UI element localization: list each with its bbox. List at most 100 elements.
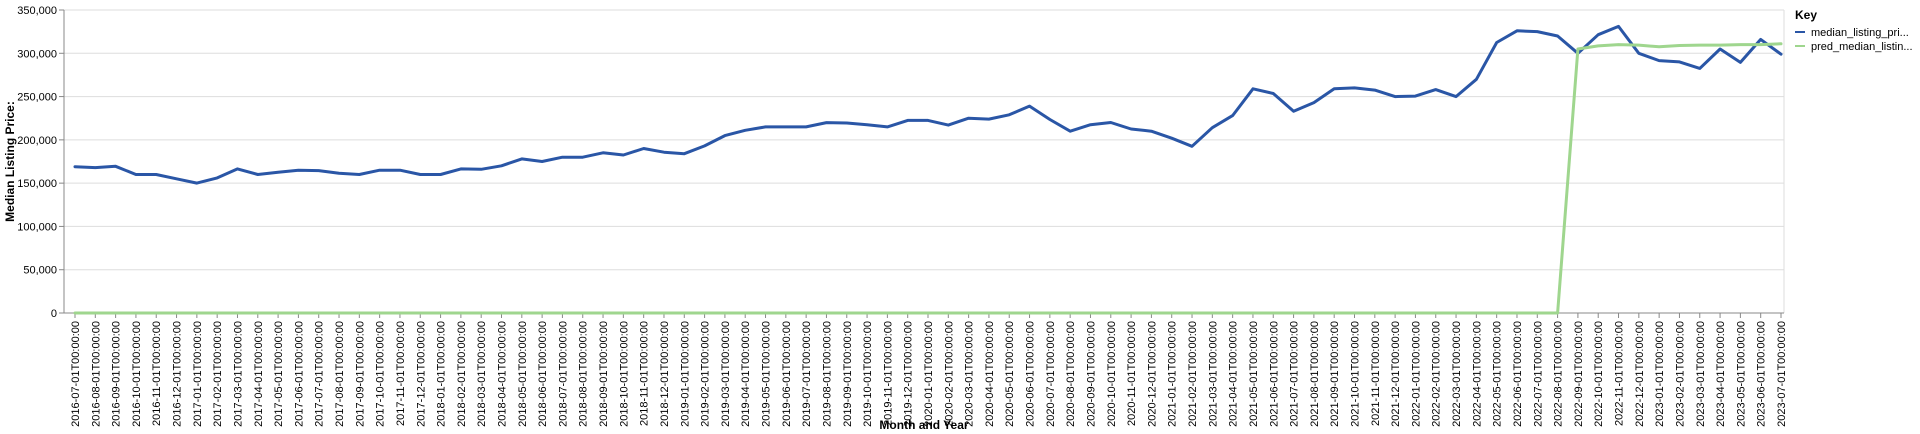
x-tick-label: 2019-01-01T00:00:00: [679, 321, 691, 427]
x-tick-label: 2017-11-01T00:00:00: [395, 321, 407, 426]
x-tick-label: 2021-04-01T00:00:00: [1228, 321, 1240, 427]
x-tick-label: 2021-12-01T00:00:00: [1390, 321, 1402, 427]
x-tick-label: 2018-02-01T00:00:00: [456, 321, 468, 427]
x-tick-label: 2019-12-01T00:00:00: [903, 321, 915, 427]
legend-label: pred_median_listin...: [1811, 41, 1913, 53]
x-tick-label: 2016-09-01T00:00:00: [111, 321, 123, 427]
legend: Key median_listing_pri... pred_median_lis…: [1795, 8, 1913, 53]
x-tick-label: 2020-12-01T00:00:00: [1146, 321, 1158, 427]
x-tick-label: 2021-10-01T00:00:00: [1350, 321, 1362, 427]
x-tick-label: 2018-08-01T00:00:00: [578, 321, 590, 427]
x-tick-label: 2020-04-01T00:00:00: [984, 321, 996, 427]
x-tick-label: 2023-07-01T00:00:00: [1776, 321, 1788, 427]
y-tick-label: 50,000: [23, 265, 57, 277]
x-tick-label: 2017-10-01T00:00:00: [375, 321, 387, 427]
x-tick-label: 2020-09-01T00:00:00: [1085, 321, 1097, 427]
x-tick-label: 2017-09-01T00:00:00: [354, 321, 366, 427]
y-tick-label: 300,000: [17, 48, 57, 60]
x-tick-label: 2017-01-01T00:00:00: [192, 321, 204, 427]
x-tick-label: 2017-03-01T00:00:00: [232, 321, 244, 427]
x-tick-label: 2022-10-01T00:00:00: [1593, 321, 1605, 427]
y-axis: 0 50,000 100,000 150,000 200,000 250,000 300,0…: [17, 5, 65, 320]
x-tick-label: 2018-04-01T00:00:00: [497, 321, 509, 427]
legend-title: Key: [1795, 8, 1817, 22]
x-tick-label: 2023-05-01T00:00:00: [1735, 321, 1747, 427]
y-tick-label: 100,000: [17, 221, 57, 233]
x-tick-label: 2016-07-01T00:00:00: [70, 321, 82, 427]
x-tick-label: 2016-12-01T00:00:00: [172, 321, 184, 427]
x-tick-label: 2021-02-01T00:00:00: [1187, 321, 1199, 427]
x-tick-label: 2020-02-01T00:00:00: [943, 321, 955, 427]
x-tick-label: 2022-11-01T00:00:00: [1614, 321, 1626, 426]
x-tick-label: 2022-08-01T00:00:00: [1553, 321, 1565, 427]
series-line-pred-median-listing-price: [73, 42, 1783, 315]
x-tick-label: 2018-06-01T00:00:00: [537, 321, 549, 427]
x-tick-label: 2016-08-01T00:00:00: [90, 321, 102, 427]
x-tick-label: 2021-07-01T00:00:00: [1289, 321, 1301, 427]
x-tick-label: 2021-06-01T00:00:00: [1268, 321, 1280, 427]
x-tick-label: 2022-04-01T00:00:00: [1471, 321, 1483, 427]
x-tick-label: 2018-12-01T00:00:00: [659, 321, 671, 427]
x-tick-label: 2020-05-01T00:00:00: [1004, 321, 1016, 427]
x-axis: 2016-07-01T00:00:00 2016-08-01T00:00:00 20…: [64, 312, 1788, 427]
y-tick-label: 0: [51, 308, 57, 320]
x-tick-label: 2022-07-01T00:00:00: [1532, 321, 1544, 427]
x-tick-label: 2018-10-01T00:00:00: [618, 321, 630, 427]
chart-grid: [64, 9, 1785, 314]
x-tick-label: 2018-05-01T00:00:00: [517, 321, 529, 427]
x-tick-label: 2021-05-01T00:00:00: [1248, 321, 1260, 427]
x-tick-label: 2020-06-01T00:00:00: [1025, 321, 1037, 427]
y-tick-label: 200,000: [17, 135, 57, 147]
x-tick-label: 2023-01-01T00:00:00: [1654, 321, 1666, 427]
x-tick-label: 2021-08-01T00:00:00: [1309, 321, 1321, 427]
legend-items: median_listing_pri... pred_median_listin.…: [1795, 27, 1913, 53]
y-tick-label: 250,000: [17, 92, 57, 104]
x-tick-label: 2022-12-01T00:00:00: [1634, 321, 1646, 427]
x-tick-label: 2022-09-01T00:00:00: [1573, 321, 1585, 427]
x-tick-label: 2019-05-01T00:00:00: [761, 321, 773, 427]
x-tick-label: 2023-03-01T00:00:00: [1695, 321, 1707, 427]
x-tick-label: 2022-05-01T00:00:00: [1492, 321, 1504, 427]
x-tick-label: 2022-03-01T00:00:00: [1451, 321, 1463, 427]
y-tick-label: 350,000: [17, 5, 57, 17]
x-tick-label: 2017-05-01T00:00:00: [273, 321, 285, 427]
x-tick-label: 2017-12-01T00:00:00: [415, 321, 427, 427]
x-tick-label: 2020-11-01T00:00:00: [1126, 321, 1138, 426]
x-tick-label: 2022-06-01T00:00:00: [1512, 321, 1524, 427]
x-tick-label: 2016-11-01T00:00:00: [151, 321, 163, 426]
x-tick-label: 2019-04-01T00:00:00: [740, 321, 752, 427]
x-tick-label: 2019-03-01T00:00:00: [720, 321, 732, 427]
x-tick-label: 2017-04-01T00:00:00: [253, 321, 265, 427]
x-tick-label: 2020-08-01T00:00:00: [1065, 321, 1077, 427]
x-tick-label: 2022-02-01T00:00:00: [1431, 321, 1443, 427]
x-tick-label: 2023-06-01T00:00:00: [1756, 321, 1768, 427]
x-tick-label: 2021-03-01T00:00:00: [1207, 321, 1219, 427]
x-tick-label: 2019-02-01T00:00:00: [700, 321, 712, 427]
x-axis-title: Month and Year: [879, 418, 968, 432]
x-tick-label: 2017-08-01T00:00:00: [334, 321, 346, 427]
x-tick-label: 2017-07-01T00:00:00: [314, 321, 326, 427]
x-tick-label: 2017-02-01T00:00:00: [212, 321, 224, 427]
x-tick-label: 2019-07-01T00:00:00: [801, 321, 813, 427]
x-tick-label: 2019-11-01T00:00:00: [882, 321, 894, 426]
x-tick-label: 2020-07-01T00:00:00: [1045, 321, 1057, 427]
x-tick-label: 2019-09-01T00:00:00: [842, 321, 854, 427]
x-tick-label: 2023-02-01T00:00:00: [1674, 321, 1686, 427]
y-tick-label: 150,000: [17, 178, 57, 190]
x-tick-label: 2019-06-01T00:00:00: [781, 321, 793, 427]
x-tick-label: 2017-06-01T00:00:00: [293, 321, 305, 427]
legend-label: median_listing_pri...: [1811, 27, 1909, 39]
x-tick-label: 2021-01-01T00:00:00: [1167, 321, 1179, 427]
x-tick-label: 2018-01-01T00:00:00: [436, 321, 448, 427]
x-tick-label: 2020-01-01T00:00:00: [923, 321, 935, 427]
series-line-median-listing-price: [73, 24, 1783, 185]
x-tick-label: 2019-10-01T00:00:00: [862, 321, 874, 427]
x-tick-label: 2022-01-01T00:00:00: [1410, 321, 1422, 427]
x-tick-label: 2019-08-01T00:00:00: [821, 321, 833, 427]
x-tick-label: 2020-03-01T00:00:00: [964, 321, 976, 427]
x-tick-label: 2018-09-01T00:00:00: [598, 321, 610, 427]
x-tick-label: 2018-07-01T00:00:00: [557, 321, 569, 427]
y-axis-title: Median Listing Price:: [3, 101, 17, 222]
x-tick-label: 2021-11-01T00:00:00: [1370, 321, 1382, 426]
